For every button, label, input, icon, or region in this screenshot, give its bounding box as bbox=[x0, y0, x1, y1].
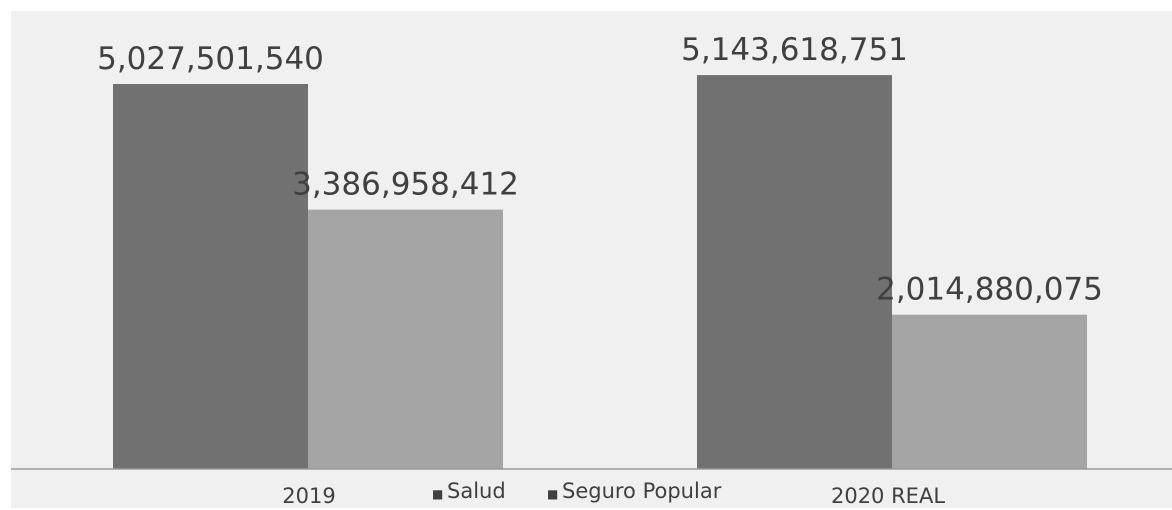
bar-seguro-popular-0 bbox=[308, 209, 503, 470]
data-label-seguro-popular-1: 2,014,880,075 bbox=[876, 272, 1103, 308]
bar-seguro-popular-1 bbox=[892, 314, 1087, 469]
bar-salud-0 bbox=[113, 84, 308, 469]
category-tick-label-1: 2020 REAL bbox=[831, 484, 945, 508]
legend-label-seguro-popular: Seguro Popular bbox=[562, 479, 722, 503]
legend: ■ Salud ■ Seguro Popular bbox=[432, 479, 722, 503]
data-labels-group: 5,027,501,540 3,386,958,412 5,143,618,751 2… bbox=[97, 32, 1103, 308]
category-tick-label-0: 2019 bbox=[282, 484, 335, 508]
data-label-seguro-popular-0: 3,386,958,412 bbox=[292, 167, 519, 203]
category-ticks-group: 2019 2020 REAL bbox=[282, 484, 945, 508]
legend-label-salud: Salud bbox=[447, 479, 506, 503]
data-label-salud-0: 5,027,501,540 bbox=[97, 41, 324, 77]
data-label-salud-1: 5,143,618,751 bbox=[681, 32, 908, 68]
legend-marker-seguro-popular: ■ bbox=[547, 487, 558, 501]
bars-group bbox=[113, 75, 1087, 470]
legend-marker-salud: ■ bbox=[432, 487, 443, 501]
bar-salud-1 bbox=[697, 75, 892, 470]
